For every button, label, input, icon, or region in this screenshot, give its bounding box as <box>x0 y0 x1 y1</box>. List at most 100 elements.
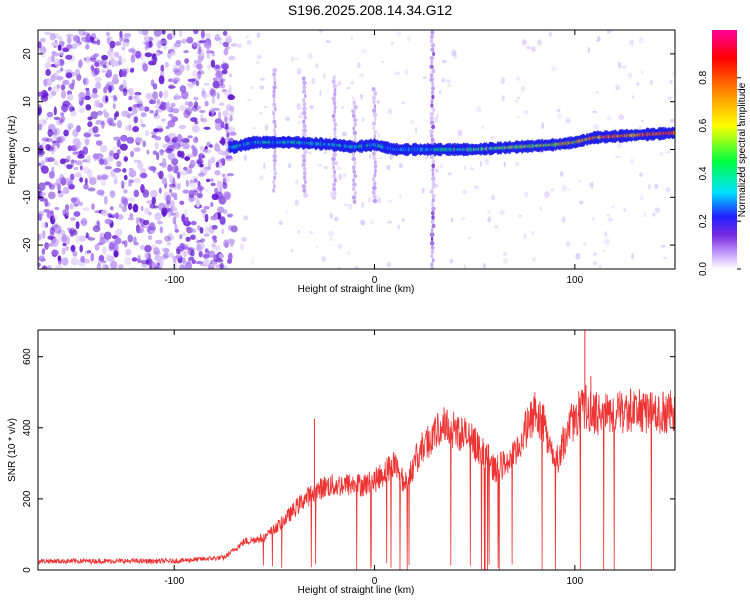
noise-blob <box>181 38 187 44</box>
stripe-blob <box>302 119 306 124</box>
stripe-blob <box>302 123 307 129</box>
noise-blob <box>155 239 163 245</box>
x-tick-label: 100 <box>566 275 583 286</box>
y-tick-label: 10 <box>22 96 33 108</box>
noise-blob <box>139 172 148 179</box>
noise-blob <box>207 64 211 71</box>
noise-blob <box>224 126 229 130</box>
noise-blob <box>97 175 105 180</box>
noise-blob <box>338 173 342 180</box>
stripe-blob <box>353 173 358 179</box>
noise-blob <box>227 94 236 100</box>
noise-blob <box>41 165 49 174</box>
noise-blob <box>149 110 154 114</box>
noise-blob <box>73 211 81 217</box>
spectrogram-y-axis-label: Frequency (Hz) <box>7 116 18 185</box>
noise-blob <box>151 196 156 205</box>
stripe-blob <box>373 130 377 135</box>
stripe-blob <box>373 181 377 186</box>
noise-blob <box>196 186 205 191</box>
snr-plot-area <box>38 330 675 570</box>
noise-blob <box>67 227 71 231</box>
noise-blob <box>230 105 235 113</box>
noise-blob <box>112 146 117 151</box>
stripe-blob <box>430 249 434 254</box>
noise-blob <box>200 113 204 122</box>
noise-blob <box>169 51 177 56</box>
noise-blob <box>330 212 333 219</box>
noise-blob <box>86 250 92 254</box>
noise-blob <box>121 42 130 47</box>
noise-blob <box>168 113 174 118</box>
stripe-blob <box>352 182 357 187</box>
stripe-blob <box>272 102 277 107</box>
noise-blob <box>157 40 161 49</box>
noise-blob <box>197 180 201 188</box>
noise-blob <box>561 216 566 223</box>
noise-blob <box>75 151 81 155</box>
stripe-blob <box>352 100 356 106</box>
noise-blob <box>647 184 651 190</box>
noise-blob <box>608 217 614 222</box>
noise-blob <box>152 83 158 90</box>
noise-blob <box>414 126 418 134</box>
noise-blob <box>79 165 83 171</box>
noise-blob <box>214 213 218 220</box>
noise-blob <box>228 84 232 94</box>
noise-blob <box>93 99 101 108</box>
noise-blob <box>140 123 146 128</box>
noise-blob <box>341 106 345 109</box>
noise-blob <box>179 105 187 112</box>
snr-frame <box>37 329 676 571</box>
noise-blob <box>222 177 227 185</box>
noise-blob <box>317 163 323 168</box>
noise-blob <box>149 229 155 234</box>
noise-blob <box>296 68 302 75</box>
noise-blob <box>215 70 224 79</box>
noise-blob <box>89 176 97 186</box>
noise-blob <box>182 189 190 194</box>
stripe-blob <box>332 152 338 157</box>
noise-blob <box>256 32 261 38</box>
noise-blob <box>121 205 127 213</box>
noise-blob <box>476 106 482 113</box>
noise-blob <box>85 104 92 111</box>
noise-blob <box>499 210 505 216</box>
stripe-blob <box>431 68 436 74</box>
noise-blob <box>256 54 262 60</box>
stripe-blob <box>302 85 307 90</box>
noise-blob <box>128 197 136 203</box>
stripe-blob <box>304 93 307 99</box>
colorbar: 0.0 0.2 0.4 0.6 0.8 Normalized spectral ampl… <box>698 30 748 276</box>
stripe-blob <box>272 179 276 185</box>
noise-blob <box>167 164 173 172</box>
noise-blob <box>101 260 107 264</box>
noise-blob <box>663 256 668 260</box>
noise-blob <box>122 36 130 44</box>
noise-blob <box>200 238 206 243</box>
stripe-blob <box>273 106 277 112</box>
noise-blob <box>197 70 202 80</box>
noise-blob <box>128 95 133 101</box>
noise-blob <box>228 252 233 261</box>
noise-blob <box>87 121 93 128</box>
stripe-blob <box>272 154 278 159</box>
noise-blob <box>66 44 73 49</box>
noise-blob <box>56 70 61 74</box>
noise-blob <box>660 244 666 248</box>
noise-blob <box>96 220 100 226</box>
stripe-blob <box>431 198 435 203</box>
stripe-blob <box>431 107 436 113</box>
stripe-blob <box>430 103 434 108</box>
noise-blob <box>43 209 50 213</box>
noise-blob <box>89 36 95 43</box>
noise-blob <box>139 244 145 250</box>
noise-blob <box>595 91 600 94</box>
stripe-blob <box>272 115 276 120</box>
noise-blob <box>319 30 323 33</box>
noise-blob <box>38 233 41 241</box>
noise-blob <box>71 79 76 86</box>
noise-blob <box>263 105 269 109</box>
stripe-blob <box>372 121 377 126</box>
